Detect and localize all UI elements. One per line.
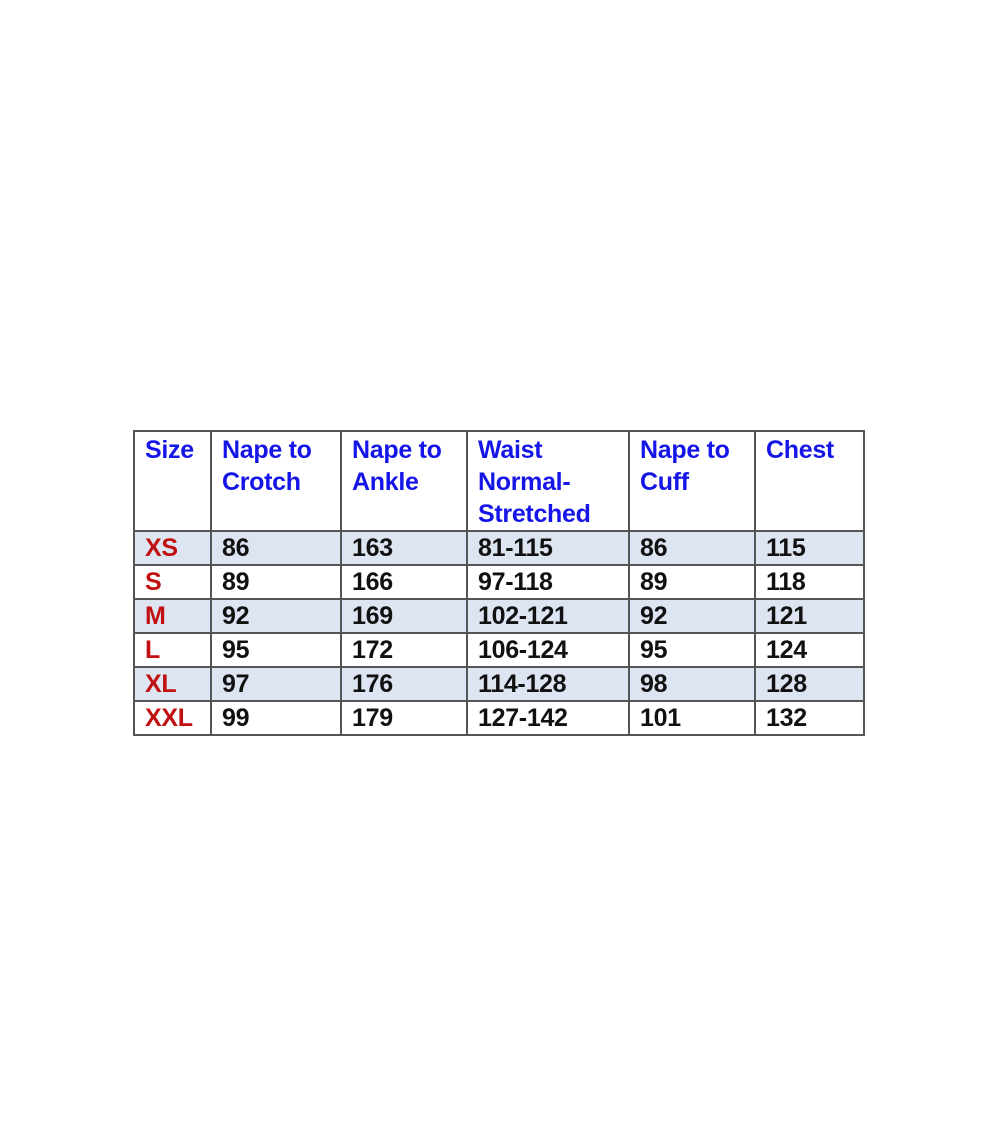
size-cell: L: [133, 632, 212, 668]
value-cell: 172: [340, 632, 468, 668]
value-cell: 163: [340, 530, 468, 566]
value-cell: 86: [628, 530, 756, 566]
value-cell: 97: [210, 666, 342, 702]
table-row: XXL 99 179 127-142 101 132: [133, 700, 865, 736]
value-cell: 99: [210, 700, 342, 736]
header-waist: Waist Normal-Stretched: [466, 430, 630, 532]
value-cell: 102-121: [466, 598, 630, 634]
value-cell: 95: [628, 632, 756, 668]
value-cell: 92: [628, 598, 756, 634]
value-cell: 95: [210, 632, 342, 668]
value-cell: 114-128: [466, 666, 630, 702]
size-cell: XXL: [133, 700, 212, 736]
value-cell: 169: [340, 598, 468, 634]
value-cell: 124: [754, 632, 865, 668]
value-cell: 86: [210, 530, 342, 566]
value-cell: 98: [628, 666, 756, 702]
header-size: Size: [133, 430, 212, 532]
size-cell: S: [133, 564, 212, 600]
value-cell: 176: [340, 666, 468, 702]
header-nape-to-ankle: Nape to Ankle: [340, 430, 468, 532]
table-row: M 92 169 102-121 92 121: [133, 598, 865, 634]
value-cell: 128: [754, 666, 865, 702]
header-row: Size Nape to Crotch Nape to Ankle Waist …: [133, 430, 865, 532]
value-cell: 132: [754, 700, 865, 736]
header-chest: Chest: [754, 430, 865, 532]
value-cell: 106-124: [466, 632, 630, 668]
value-cell: 127-142: [466, 700, 630, 736]
size-chart-table: Size Nape to Crotch Nape to Ankle Waist …: [133, 430, 865, 736]
table-row: L 95 172 106-124 95 124: [133, 632, 865, 668]
value-cell: 101: [628, 700, 756, 736]
header-nape-to-crotch: Nape to Crotch: [210, 430, 342, 532]
table-row: XS 86 163 81-115 86 115: [133, 530, 865, 566]
value-cell: 115: [754, 530, 865, 566]
header-nape-to-cuff: Nape to Cuff: [628, 430, 756, 532]
value-cell: 97-118: [466, 564, 630, 600]
value-cell: 166: [340, 564, 468, 600]
value-cell: 81-115: [466, 530, 630, 566]
size-cell: M: [133, 598, 212, 634]
table-row: XL 97 176 114-128 98 128: [133, 666, 865, 702]
value-cell: 89: [210, 564, 342, 600]
value-cell: 89: [628, 564, 756, 600]
table-row: S 89 166 97-118 89 118: [133, 564, 865, 600]
value-cell: 121: [754, 598, 865, 634]
value-cell: 179: [340, 700, 468, 736]
size-cell: XS: [133, 530, 212, 566]
value-cell: 118: [754, 564, 865, 600]
value-cell: 92: [210, 598, 342, 634]
size-cell: XL: [133, 666, 212, 702]
